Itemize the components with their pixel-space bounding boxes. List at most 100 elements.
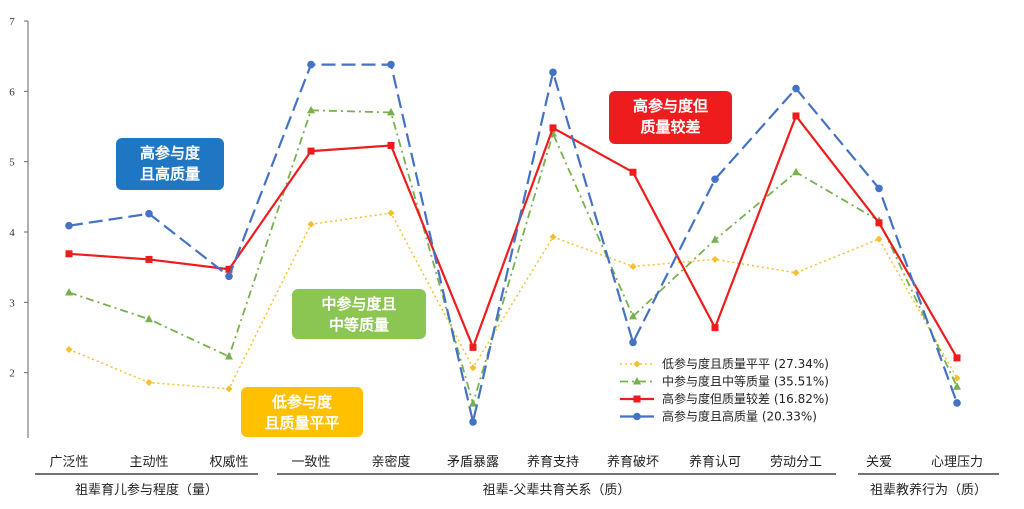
data-point (469, 343, 477, 351)
x-group-label: 祖辈-父辈共育关系（质） (483, 482, 631, 498)
data-point (629, 262, 637, 270)
data-point (387, 60, 395, 69)
data-point (387, 141, 395, 149)
series-line (68, 109, 958, 405)
legend-label: 低参与度且质量平平 (27.34%) (662, 356, 829, 371)
legend-label: 高参与度且高质量 (20.33%) (662, 409, 817, 424)
annotation-bg (609, 91, 732, 144)
data-point (65, 250, 73, 258)
data-point (711, 255, 719, 263)
data-point (953, 354, 961, 362)
data-point (711, 324, 719, 332)
y-tick-label: 2 (9, 368, 15, 380)
data-point (629, 338, 637, 347)
data-point (711, 175, 719, 184)
legend: 低参与度且质量平平 (27.34%) 中参与度且中等质量 (35.51%) 高参与度… (620, 356, 829, 424)
data-point (307, 105, 315, 114)
data-point (549, 233, 557, 241)
data-point (549, 68, 557, 77)
data-point (875, 219, 883, 227)
y-tick-label: 4 (9, 227, 15, 239)
data-point (387, 209, 395, 217)
data-point (145, 379, 153, 387)
annotation-bg (292, 289, 426, 339)
x-category-label: 养育认可 (689, 454, 741, 470)
legend-item: 低参与度且质量平平 (27.34%) (620, 356, 829, 371)
x-group-label: 祖辈教养行为（质） (870, 482, 987, 498)
x-category-label: 心理压力 (931, 455, 983, 470)
series-line (68, 114, 958, 359)
legend-marker (633, 360, 641, 368)
data-point (387, 107, 395, 116)
data-point (145, 255, 153, 263)
legend-item: 高参与度但质量较差 (16.82%) (620, 391, 829, 406)
x-category-label: 亲密度 (371, 454, 410, 470)
annotation-box: 中参与度且中等质量 (292, 289, 426, 339)
annotation-box: 高参与度但质量较差 (609, 91, 732, 144)
data-point (225, 351, 233, 360)
data-point (629, 311, 637, 320)
y-tick-label: 6 (9, 86, 15, 98)
x-category-label: 劳动分工 (770, 454, 822, 470)
legend-label: 中参与度且中等质量 (35.51%) (662, 374, 829, 389)
y-tick-label: 3 (9, 297, 15, 309)
x-category-label: 养育破坏 (607, 454, 659, 470)
y-tick-label: 5 (9, 157, 15, 169)
data-point (469, 399, 477, 407)
data-point (953, 399, 961, 407)
series-layer (65, 60, 961, 426)
x-group-label: 祖辈育儿参与程度（量） (75, 482, 218, 498)
data-point (469, 418, 477, 426)
data-point (792, 269, 800, 277)
data-point (307, 220, 315, 228)
data-point (549, 124, 557, 132)
annotation-bg (241, 387, 363, 437)
data-point (225, 385, 233, 393)
data-point (792, 84, 800, 93)
data-point (469, 364, 477, 372)
annotation-text: 中等质量 (329, 316, 389, 334)
data-point (711, 235, 719, 243)
data-point (225, 272, 233, 281)
annotation-text: 且高质量 (140, 165, 200, 183)
x-category-label: 关爱 (866, 455, 892, 470)
annotation-text: 中参与度且 (321, 295, 396, 313)
annotation-text: 低参与度 (271, 393, 333, 411)
data-point (65, 287, 73, 296)
data-point (307, 147, 315, 155)
data-point (953, 374, 961, 382)
legend-item: 高参与度且高质量 (20.33%) (620, 409, 817, 424)
legend-item: 中参与度且中等质量 (35.51%) (620, 374, 829, 389)
data-point (875, 235, 883, 243)
annotation-text: 高参与度但 (633, 97, 708, 115)
data-point (792, 167, 800, 176)
annotation-text: 且质量平平 (264, 414, 339, 432)
data-point (307, 60, 315, 69)
legend-marker (633, 377, 641, 385)
legend-marker (633, 395, 641, 403)
data-point (629, 168, 637, 176)
y-tick-label: 7 (9, 16, 15, 28)
data-point (225, 265, 233, 273)
data-point (145, 314, 153, 323)
data-point (145, 209, 153, 218)
annotation-text: 质量较差 (640, 118, 700, 136)
annotation-bg (116, 138, 224, 190)
x-group-labels: 祖辈育儿参与程度（量） 祖辈-父辈共育关系（质） 祖辈教养行为（质） (35, 473, 999, 498)
legend-marker (633, 412, 641, 421)
legend-label: 高参与度但质量较差 (16.82%) (662, 391, 829, 406)
data-point (875, 184, 883, 193)
data-point (65, 221, 73, 230)
annotation-box: 高参与度且高质量 (116, 138, 224, 190)
x-category-label: 矛盾暴露 (447, 455, 499, 470)
x-category-label: 一致性 (291, 455, 330, 470)
series-line (68, 63, 959, 423)
x-category-label: 权威性 (209, 454, 248, 470)
x-category-label: 广泛性 (49, 455, 88, 470)
data-point (65, 345, 73, 353)
annotation-text: 高参与度 (140, 144, 201, 162)
data-point (792, 112, 800, 120)
data-point (953, 382, 961, 390)
